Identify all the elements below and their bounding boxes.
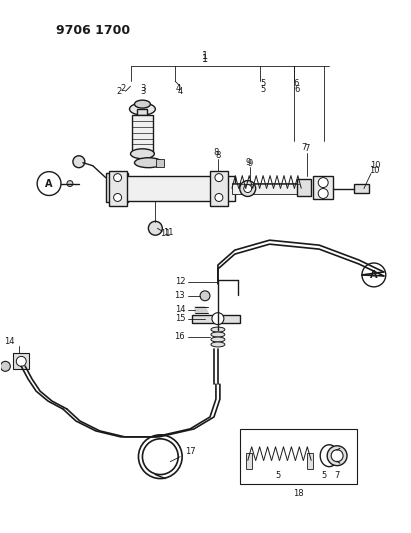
- Text: 9706 1700: 9706 1700: [56, 23, 130, 37]
- Bar: [246, 453, 252, 469]
- Circle shape: [148, 221, 162, 235]
- Text: 7: 7: [305, 144, 310, 154]
- Text: 11: 11: [160, 229, 171, 238]
- Circle shape: [240, 181, 256, 197]
- Circle shape: [37, 172, 61, 196]
- Text: 5: 5: [260, 85, 265, 94]
- Bar: [156, 159, 164, 167]
- Text: 2: 2: [120, 84, 125, 93]
- Circle shape: [318, 177, 328, 188]
- Circle shape: [215, 174, 223, 182]
- Bar: [354, 183, 369, 193]
- Circle shape: [0, 361, 10, 372]
- Text: A: A: [370, 270, 378, 280]
- Text: 7: 7: [302, 143, 307, 152]
- Text: 3: 3: [141, 87, 146, 96]
- Text: 6: 6: [294, 79, 299, 88]
- Text: 1: 1: [202, 54, 208, 64]
- Bar: [298, 179, 311, 197]
- Text: 8: 8: [215, 151, 221, 160]
- Ellipse shape: [134, 158, 162, 168]
- Text: 18: 18: [293, 489, 304, 498]
- Text: 9: 9: [245, 158, 250, 167]
- Text: 12: 12: [175, 277, 185, 286]
- Text: 4: 4: [175, 84, 181, 93]
- Bar: [192, 314, 240, 322]
- Text: 13: 13: [175, 292, 185, 300]
- Bar: [313, 175, 333, 199]
- Text: 7: 7: [335, 471, 340, 480]
- Circle shape: [16, 357, 26, 366]
- Text: 5: 5: [275, 471, 280, 480]
- Text: 3: 3: [141, 84, 146, 93]
- Circle shape: [73, 156, 85, 168]
- Circle shape: [318, 189, 328, 198]
- Circle shape: [200, 291, 210, 301]
- Ellipse shape: [211, 332, 225, 337]
- Text: 9: 9: [247, 159, 252, 168]
- Bar: [137, 109, 148, 115]
- Text: 14: 14: [175, 305, 185, 314]
- Bar: [240, 429, 357, 483]
- Text: A: A: [45, 179, 53, 189]
- Circle shape: [362, 263, 386, 287]
- Circle shape: [212, 313, 224, 325]
- Bar: [13, 353, 29, 369]
- Polygon shape: [195, 306, 208, 313]
- Text: 5: 5: [321, 471, 327, 480]
- Text: 10: 10: [369, 161, 380, 170]
- Bar: [307, 453, 313, 469]
- Text: 16: 16: [175, 332, 185, 341]
- Circle shape: [113, 174, 122, 182]
- Circle shape: [327, 446, 347, 466]
- Circle shape: [215, 193, 223, 201]
- Circle shape: [331, 450, 343, 462]
- Ellipse shape: [211, 327, 225, 332]
- Text: 11: 11: [163, 228, 173, 237]
- Text: 14: 14: [4, 337, 14, 346]
- Text: 10: 10: [369, 166, 379, 175]
- Text: 17: 17: [185, 447, 195, 456]
- Text: 1: 1: [202, 51, 208, 61]
- Circle shape: [113, 193, 122, 201]
- Text: 6: 6: [295, 85, 300, 94]
- Text: 4: 4: [178, 87, 183, 96]
- Bar: [120, 175, 235, 201]
- Ellipse shape: [129, 103, 155, 115]
- Text: 8: 8: [213, 148, 219, 157]
- Text: 15: 15: [175, 314, 185, 323]
- Ellipse shape: [134, 100, 150, 108]
- Ellipse shape: [131, 149, 155, 159]
- Ellipse shape: [211, 337, 225, 342]
- Circle shape: [244, 184, 252, 192]
- Bar: [132, 115, 153, 153]
- Bar: [106, 173, 127, 203]
- Bar: [109, 171, 127, 206]
- Ellipse shape: [211, 342, 225, 347]
- Text: 2: 2: [116, 87, 121, 96]
- Bar: [210, 171, 228, 206]
- Circle shape: [67, 181, 73, 187]
- Bar: [232, 183, 299, 195]
- Text: 5: 5: [260, 79, 265, 88]
